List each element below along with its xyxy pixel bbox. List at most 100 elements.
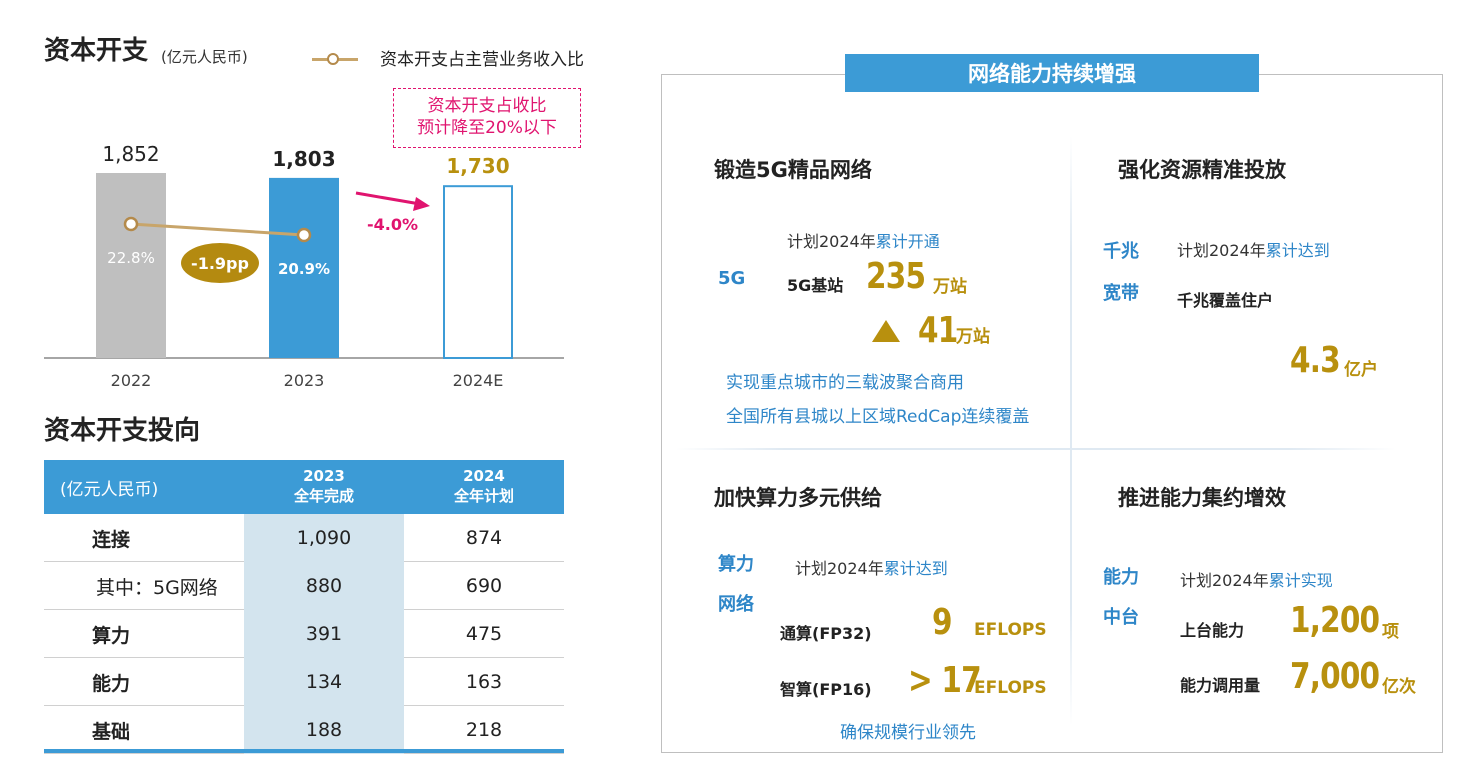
row-label: 算力: [92, 624, 131, 647]
table-bottom-rule: [44, 749, 564, 753]
row-label: 其中：5G网络: [96, 576, 218, 599]
q4-plan: 计划2024年累计实现: [1180, 567, 1333, 591]
row-label: 连接: [92, 528, 131, 551]
capex-unit: (亿元人民币): [161, 48, 248, 66]
direction-table: (亿元人民币) 2023 全年完成 2024 全年计划 连接 1,090 874 其中…: [44, 460, 564, 754]
legend-label: 资本开支占主营业务收入比: [380, 50, 584, 70]
q2-plan-highlight: 累计达到: [1265, 241, 1330, 260]
q4-plan-highlight: 累计实现: [1268, 571, 1333, 590]
table-row: 其中：5G网络 880 690: [44, 562, 564, 610]
q3-tag-2: 网络: [718, 594, 754, 615]
q4-unit-1: 项: [1382, 622, 1399, 642]
ratio-label-2023: 20.9%: [278, 260, 330, 278]
bar-2022: [96, 173, 166, 358]
table-row: 基础 188 218: [44, 706, 564, 754]
capex-bar-chart: 1,852 2022 1,803 2023 1,730 2024E 22.8% 20.9%: [44, 142, 564, 390]
table-row: 能力 134 163: [44, 658, 564, 706]
q4-number-1: 1,200: [1290, 600, 1380, 641]
q3-item-1: 通算(FP32): [780, 624, 872, 643]
header-2024-year: 2024: [463, 467, 505, 485]
q4-tag-1: 能力: [1103, 567, 1139, 588]
table-row: 连接 1,090 874: [44, 514, 564, 562]
q3-plan: 计划2024年累计达到: [795, 555, 948, 579]
table-header: (亿元人民币) 2023 全年完成 2024 全年计划: [44, 460, 564, 514]
q2-tag-1: 千兆: [1103, 241, 1139, 262]
q4-tag-2: 中台: [1103, 607, 1139, 628]
q3-number-1: 9: [932, 602, 953, 643]
q1-unit: 万站: [933, 277, 967, 297]
q4-plan-prefix: 计划2024年: [1180, 571, 1269, 590]
q4-number-2: 7,000: [1290, 656, 1380, 697]
ratio-callout: 资本开支占收比 预计降至20%以下: [393, 88, 581, 148]
legend-marker-icon: [327, 53, 339, 65]
row-label: 能力: [92, 672, 131, 695]
ratio-line: [130, 222, 305, 237]
header-2023: 2023 全年完成: [244, 466, 404, 506]
q1-item: 5G基站: [787, 276, 844, 295]
value-label-2024E: 1,730: [446, 154, 509, 178]
q3-plan-highlight: 累计达到: [883, 559, 948, 578]
cell-2024: 163: [465, 671, 503, 693]
q3-tag-1: 算力: [718, 554, 754, 575]
cell-2024: 475: [465, 623, 503, 645]
q3-unit-1: EFLOPS: [974, 620, 1047, 640]
header-2024: 2024 全年计划: [404, 466, 564, 506]
growth-arrow-head-icon: [413, 197, 430, 211]
table-row: 算力 391 475: [44, 610, 564, 658]
q3-number-2: > 17: [908, 660, 982, 701]
cell-2023: 880: [244, 562, 404, 610]
q3-plan-prefix: 计划2024年: [795, 559, 884, 578]
header-2023-desc: 全年完成: [293, 487, 354, 505]
cell-2024: 218: [465, 719, 503, 741]
table-body: 连接 1,090 874 其中：5G网络 880 690 算力 391 475 能力 134 163 基…: [44, 514, 564, 754]
cell-2023: 1,090: [244, 514, 404, 562]
header-unit: (亿元人民币): [60, 479, 159, 500]
cell-2023: 134: [244, 658, 404, 706]
q3-title: 加快算力多元供给: [714, 486, 882, 510]
q2-tag-2: 宽带: [1103, 283, 1139, 304]
q1-number: 235: [866, 256, 926, 297]
q4-item-1: 上台能力: [1180, 621, 1245, 640]
q1-plan-prefix: 计划2024年: [787, 232, 876, 251]
q1-line-2: 全国所有县城以上区域RedCap连续覆盖: [726, 407, 1030, 427]
callout-line-2: 预计降至20%以下: [417, 118, 557, 138]
growth-label: -4.0%: [367, 215, 419, 234]
q4-item-2: 能力调用量: [1180, 676, 1261, 695]
q2-item: 千兆覆盖住户: [1177, 291, 1274, 310]
q4-title: 推进能力集约增效: [1118, 486, 1286, 510]
x-tick-2022: 2022: [111, 371, 152, 390]
callout-line-1: 资本开支占收比: [427, 96, 547, 116]
ratio-label-2022: 22.8%: [107, 249, 155, 267]
x-tick-2024E: 2024E: [453, 371, 504, 390]
q1-plan: 计划2024年累计开通: [787, 228, 940, 252]
cell-2023: 188: [244, 706, 404, 754]
capex-title: 资本开支: [44, 36, 149, 66]
q3-unit-2: EFLOPS: [974, 678, 1047, 698]
q1-line-1: 实现重点城市的三载波聚合商用: [726, 373, 964, 393]
q4-unit-2: 亿次: [1382, 677, 1416, 697]
row-label: 基础: [92, 720, 131, 743]
horizontal-divider: [676, 448, 1396, 450]
q1-increase-number: 41: [918, 310, 958, 351]
cell-2024: 690: [465, 575, 503, 597]
bar-2023: [269, 177, 339, 358]
q2-title: 强化资源精准投放: [1118, 158, 1286, 182]
pp-change-badge: -1.9pp: [181, 243, 259, 283]
increase-triangle-icon: [872, 320, 900, 342]
x-tick-2023: 2023: [284, 371, 325, 390]
network-panel: [661, 74, 1443, 753]
growth-arrow-line: [355, 191, 421, 206]
cell-2024: 874: [465, 527, 503, 549]
q3-item-2: 智算(FP16): [780, 680, 872, 699]
ratio-point-2022: [123, 216, 139, 232]
network-banner: 网络能力持续增强: [845, 54, 1259, 92]
q1-tag: 5G: [718, 268, 746, 289]
q2-number: 4.3: [1290, 340, 1341, 381]
q2-plan: 计划2024年累计达到: [1177, 237, 1330, 261]
q1-plan-highlight: 累计开通: [875, 232, 940, 251]
cell-2023: 391: [244, 610, 404, 658]
value-label-2023: 1,803: [272, 147, 335, 171]
value-label-2022: 1,852: [102, 142, 159, 166]
vertical-divider: [1070, 136, 1072, 726]
header-2024-desc: 全年计划: [453, 487, 514, 505]
